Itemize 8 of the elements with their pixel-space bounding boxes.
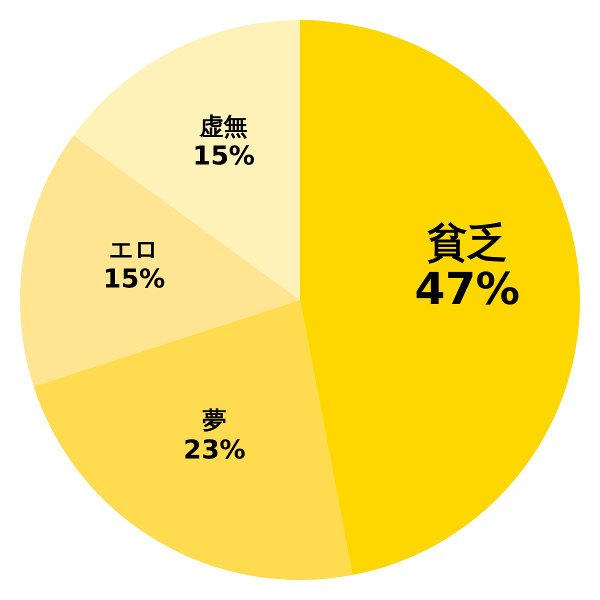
slice-label: 夢	[202, 406, 226, 435]
slice-label: エロ	[109, 236, 160, 264]
slice-label: 貧乏	[426, 220, 508, 266]
data-label: 23%	[183, 436, 246, 466]
data-label: 15%	[102, 264, 166, 295]
slice-label: 虚無	[198, 112, 248, 140]
data-label: 15%	[192, 141, 255, 172]
data-label: 47%	[414, 264, 520, 316]
